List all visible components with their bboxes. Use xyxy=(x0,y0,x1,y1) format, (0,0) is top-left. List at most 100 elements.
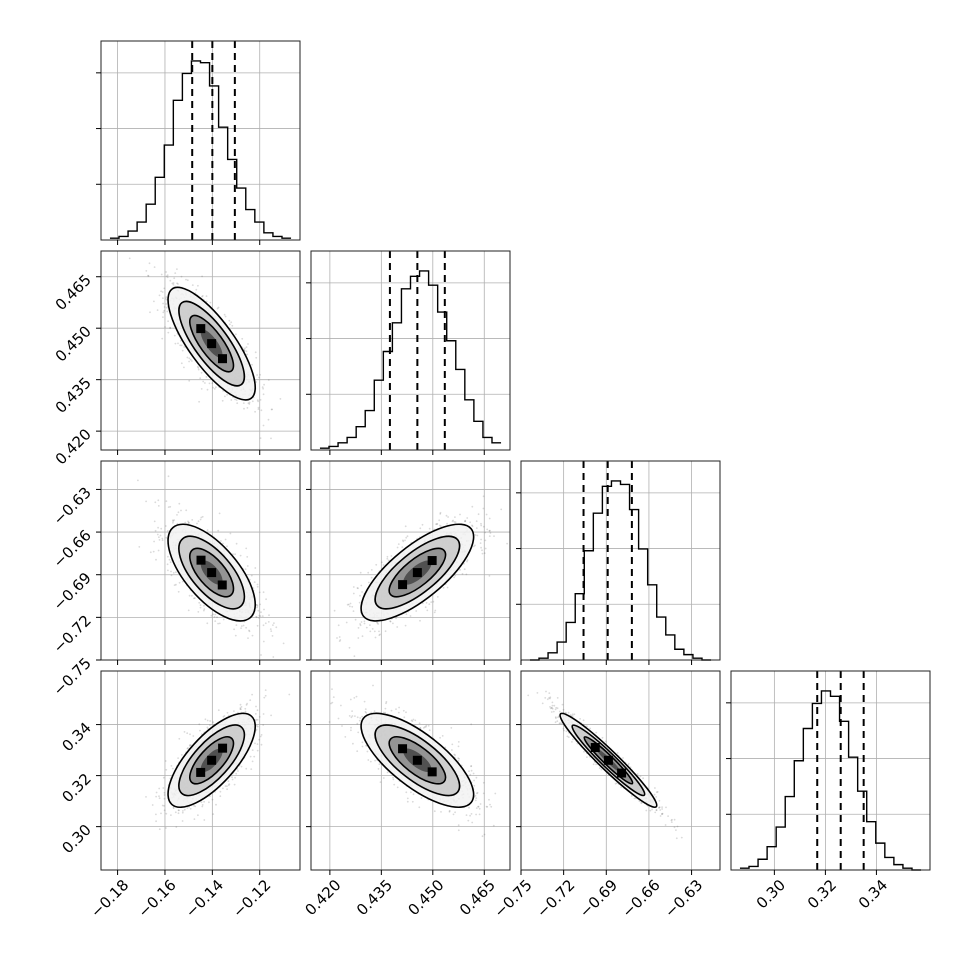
scatter-point xyxy=(166,500,168,502)
scatter-point xyxy=(157,309,159,311)
scatter-point xyxy=(255,357,257,359)
scatter-point xyxy=(211,615,213,617)
scatter-point xyxy=(197,285,199,287)
scatter-point xyxy=(251,694,253,696)
scatter-point xyxy=(374,631,376,633)
scatter-point xyxy=(188,357,190,359)
scatter-point xyxy=(482,553,484,555)
scatter-point xyxy=(490,532,492,534)
scatter-point xyxy=(489,530,491,532)
scatter-point xyxy=(154,521,156,523)
scatter-point xyxy=(158,795,160,797)
scatter-point xyxy=(188,361,190,363)
scatter-point xyxy=(272,635,274,637)
scatter-point xyxy=(252,635,254,637)
scatter-point xyxy=(263,425,265,427)
scatter-point xyxy=(436,523,438,525)
scatter-point xyxy=(176,282,178,284)
scatter-point xyxy=(234,777,236,779)
scatter-point xyxy=(164,798,166,800)
scatter-point xyxy=(406,613,408,615)
scatter-point xyxy=(388,560,390,562)
density-peak xyxy=(196,768,205,777)
scatter-point xyxy=(164,792,166,794)
scatter-point xyxy=(415,610,417,612)
scatter-point xyxy=(246,346,248,348)
scatter-point xyxy=(259,716,261,718)
scatter-point xyxy=(158,505,160,507)
scatter-point xyxy=(262,615,264,617)
pair-panel-1-0 xyxy=(96,251,300,455)
scatter-point xyxy=(486,529,488,531)
scatter-point xyxy=(405,537,407,539)
scatter-point xyxy=(255,351,257,353)
scatter-point xyxy=(182,820,184,822)
scatter-point xyxy=(155,796,157,798)
scatter-point xyxy=(220,791,222,793)
scatter-point xyxy=(153,551,155,553)
scatter-point xyxy=(181,276,183,278)
scatter-point xyxy=(489,518,491,520)
scatter-point xyxy=(193,598,195,600)
scatter-point xyxy=(385,630,387,632)
scatter-point xyxy=(271,409,273,411)
scatter-point xyxy=(243,408,245,410)
scatter-point xyxy=(194,818,196,820)
scatter-point xyxy=(257,586,259,588)
scatter-point xyxy=(446,523,448,525)
scatter-point xyxy=(181,362,183,364)
scatter-point xyxy=(245,548,247,550)
scatter-point xyxy=(371,569,373,571)
scatter-point xyxy=(260,399,262,401)
scatter-point xyxy=(422,524,424,526)
scatter-point xyxy=(486,514,488,516)
scatter-point xyxy=(334,610,336,612)
scatter-point xyxy=(432,601,434,603)
scatter-point xyxy=(353,593,355,595)
scatter-point xyxy=(184,809,186,811)
scatter-point xyxy=(381,561,383,563)
scatter-point xyxy=(263,641,265,643)
scatter-point xyxy=(175,811,177,813)
scatter-point xyxy=(477,535,479,537)
scatter-point xyxy=(218,709,220,711)
density-peak xyxy=(207,756,216,765)
density-peak xyxy=(218,580,227,589)
scatter-point xyxy=(362,635,364,637)
scatter-point xyxy=(255,706,257,708)
scatter-point xyxy=(177,757,179,759)
scatter-point xyxy=(209,720,211,722)
scatter-point xyxy=(265,598,267,600)
scatter-point xyxy=(283,643,285,645)
panel-background xyxy=(101,41,300,240)
scatter-point xyxy=(369,631,371,633)
scatter-point xyxy=(254,581,256,583)
scatter-point xyxy=(230,399,232,401)
scatter-point xyxy=(260,437,262,439)
scatter-point xyxy=(185,279,187,281)
scatter-point xyxy=(173,519,175,521)
scatter-point xyxy=(254,567,256,569)
scatter-point xyxy=(391,555,393,557)
density-peak xyxy=(218,744,227,753)
scatter-point xyxy=(197,611,199,613)
scatter-point xyxy=(160,813,162,815)
scatter-point xyxy=(207,529,209,531)
scatter-point xyxy=(138,546,140,548)
scatter-point xyxy=(447,516,449,518)
scatter-point xyxy=(453,521,455,523)
scatter-point xyxy=(186,732,188,734)
scatter-point xyxy=(202,295,204,297)
scatter-point xyxy=(349,606,351,608)
scatter-point xyxy=(164,809,166,811)
scatter-point xyxy=(265,689,267,691)
scatter-point xyxy=(157,534,159,536)
scatter-point xyxy=(228,780,230,782)
scatter-point xyxy=(164,794,166,796)
scatter-point xyxy=(202,381,204,383)
scatter-point xyxy=(383,564,385,566)
scatter-point xyxy=(228,320,230,322)
scatter-point xyxy=(419,527,421,529)
scatter-point xyxy=(506,543,508,545)
scatter-point xyxy=(471,525,473,527)
